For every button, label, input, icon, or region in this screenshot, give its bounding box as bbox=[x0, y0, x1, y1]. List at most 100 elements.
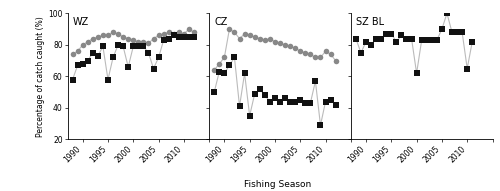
Point bbox=[226, 64, 234, 67]
Point bbox=[408, 37, 416, 40]
Point bbox=[402, 37, 410, 40]
Point bbox=[266, 37, 274, 40]
Point bbox=[392, 40, 400, 43]
Point bbox=[276, 42, 284, 45]
Point bbox=[164, 31, 172, 34]
Point bbox=[281, 43, 289, 46]
Point bbox=[104, 78, 112, 81]
Point bbox=[306, 53, 314, 56]
Point bbox=[124, 65, 132, 68]
Point bbox=[322, 50, 330, 53]
Point bbox=[256, 87, 264, 91]
Point bbox=[74, 64, 82, 67]
Point bbox=[124, 37, 132, 40]
Point bbox=[286, 45, 294, 48]
Point bbox=[68, 78, 76, 81]
Point bbox=[89, 51, 97, 54]
Point bbox=[175, 36, 183, 39]
Text: WZ: WZ bbox=[73, 17, 90, 27]
Point bbox=[448, 31, 456, 34]
Point bbox=[296, 99, 304, 102]
Point bbox=[119, 45, 127, 48]
Point bbox=[114, 43, 122, 46]
Point bbox=[296, 50, 304, 53]
Point bbox=[240, 32, 248, 35]
Point bbox=[170, 34, 178, 37]
Point bbox=[326, 99, 334, 102]
Point bbox=[78, 62, 86, 65]
Text: SZ BL: SZ BL bbox=[356, 17, 384, 27]
Point bbox=[302, 102, 310, 105]
Point bbox=[322, 100, 330, 103]
Point bbox=[78, 43, 86, 46]
Point bbox=[250, 36, 258, 39]
Y-axis label: Percentage of catch caught (%): Percentage of catch caught (%) bbox=[36, 16, 46, 137]
Point bbox=[154, 56, 162, 59]
Point bbox=[130, 39, 138, 42]
Point bbox=[428, 39, 436, 42]
Text: Fishing Season: Fishing Season bbox=[244, 180, 311, 189]
Point bbox=[226, 28, 234, 31]
Point bbox=[261, 39, 269, 42]
Point bbox=[144, 42, 152, 45]
Point bbox=[271, 97, 279, 100]
Point bbox=[84, 40, 92, 43]
Point bbox=[175, 31, 183, 34]
Point bbox=[422, 39, 430, 42]
Point bbox=[216, 70, 224, 73]
Point bbox=[332, 59, 340, 62]
Point bbox=[236, 37, 244, 40]
Point bbox=[230, 56, 238, 59]
Point bbox=[154, 34, 162, 37]
Point bbox=[220, 56, 228, 59]
Point bbox=[68, 53, 76, 56]
Point bbox=[160, 32, 168, 35]
Point bbox=[281, 97, 289, 100]
Point bbox=[230, 31, 238, 34]
Point bbox=[453, 31, 461, 34]
Point bbox=[291, 46, 299, 49]
Text: CZ: CZ bbox=[215, 17, 228, 27]
Point bbox=[164, 37, 172, 40]
Point bbox=[140, 45, 147, 48]
Point bbox=[89, 37, 97, 40]
Point bbox=[326, 53, 334, 56]
Point bbox=[388, 32, 396, 35]
Point bbox=[140, 40, 147, 43]
Point bbox=[210, 69, 218, 72]
Point bbox=[246, 34, 254, 37]
Point bbox=[306, 102, 314, 105]
Point bbox=[104, 34, 112, 37]
Point bbox=[312, 56, 320, 59]
Point bbox=[443, 12, 451, 15]
Point bbox=[256, 37, 264, 40]
Point bbox=[114, 32, 122, 35]
Point bbox=[160, 39, 168, 42]
Point bbox=[468, 40, 476, 43]
Point bbox=[236, 105, 244, 108]
Point bbox=[433, 39, 441, 42]
Point bbox=[144, 51, 152, 54]
Point bbox=[352, 37, 360, 40]
Point bbox=[170, 32, 178, 35]
Point bbox=[119, 36, 127, 39]
Point bbox=[382, 32, 390, 35]
Point bbox=[220, 72, 228, 75]
Point bbox=[180, 32, 188, 35]
Point bbox=[250, 92, 258, 95]
Point bbox=[276, 100, 284, 103]
Point bbox=[84, 59, 92, 62]
Point bbox=[357, 51, 365, 54]
Point bbox=[185, 28, 193, 31]
Point bbox=[190, 31, 198, 34]
Point bbox=[109, 56, 117, 59]
Point bbox=[261, 94, 269, 97]
Point bbox=[94, 36, 102, 39]
Point bbox=[367, 43, 375, 46]
Point bbox=[271, 40, 279, 43]
Point bbox=[190, 36, 198, 39]
Point bbox=[134, 40, 142, 43]
Point bbox=[216, 62, 224, 65]
Point bbox=[130, 45, 138, 48]
Point bbox=[418, 39, 426, 42]
